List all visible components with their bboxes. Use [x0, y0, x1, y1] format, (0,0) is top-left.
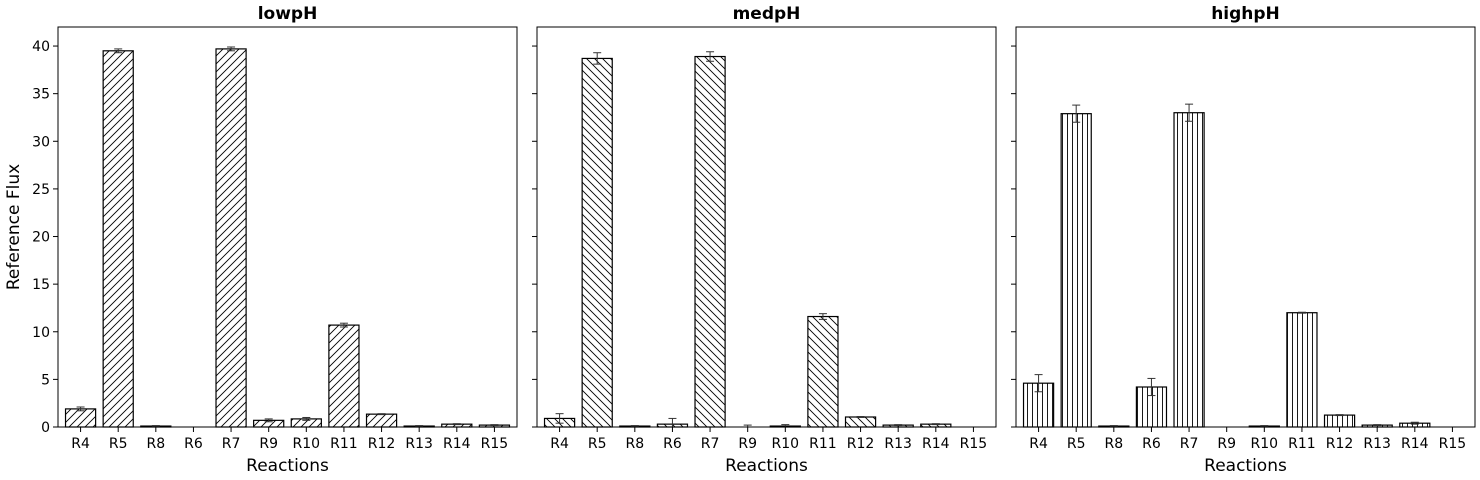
- plot-frame: [1015, 26, 1476, 428]
- y-tick-label: 0: [41, 420, 50, 436]
- x-tick-label: R12: [368, 436, 396, 452]
- bar-R5: [102, 50, 134, 428]
- x-tick-label: R9: [259, 436, 278, 452]
- x-tick-label: R4: [550, 436, 569, 452]
- x-tick-label: R4: [71, 436, 90, 452]
- y-tick-label: 25: [32, 182, 50, 198]
- x-tick-label: R8: [625, 436, 644, 452]
- x-tick-label: R9: [738, 436, 757, 452]
- y-tick-label: 10: [32, 325, 50, 341]
- x-tick-label: R13: [405, 436, 433, 452]
- x-tick-label: R7: [701, 436, 720, 452]
- panel-highpH: highpH R4 R5 R8 R6 R7 R9 R10 R11 R12 R13 R14 R15 Reac…: [1011, 4, 1476, 476]
- x-tick-label: R5: [109, 436, 128, 452]
- x-tick-label: R15: [481, 436, 509, 452]
- x-tick-label: R11: [809, 436, 837, 452]
- x-tick-label: R15: [960, 436, 988, 452]
- x-tick-label: R6: [1142, 436, 1161, 452]
- x-tick-label: R10: [1251, 436, 1279, 452]
- bar-R11: [807, 315, 839, 428]
- x-tick-label: R4: [1029, 436, 1048, 452]
- x-tick-label: R15: [1439, 436, 1467, 452]
- bar-R5: [1060, 113, 1092, 428]
- plot-frame: [57, 26, 518, 428]
- x-tick-label: R14: [1401, 436, 1429, 452]
- panel-title: highpH: [1211, 4, 1280, 24]
- bar-R12: [1323, 414, 1356, 428]
- x-tick-label: R11: [330, 436, 358, 452]
- x-tick-label: R5: [588, 436, 607, 452]
- bar-R11: [1286, 312, 1318, 428]
- x-tick-label: R7: [1180, 436, 1199, 452]
- x-tick-label: R10: [772, 436, 800, 452]
- x-tick-label: R12: [1326, 436, 1354, 452]
- bar-R5: [581, 57, 613, 428]
- x-tick-label: R6: [184, 436, 203, 452]
- panel-title: medpH: [733, 4, 801, 24]
- bar-R12: [365, 413, 398, 428]
- x-axis-label: Reactions: [725, 456, 808, 476]
- x-tick-label: R9: [1217, 436, 1236, 452]
- x-tick-label: R13: [884, 436, 912, 452]
- x-tick-label: R11: [1288, 436, 1316, 452]
- bar-R7: [215, 48, 247, 428]
- y-tick-label: 35: [32, 87, 50, 103]
- y-tick-label: 30: [32, 134, 50, 150]
- x-tick-label: R12: [847, 436, 875, 452]
- y-tick-label: 40: [32, 39, 50, 55]
- x-tick-label: R14: [922, 436, 950, 452]
- plot-frame: [536, 26, 997, 428]
- x-tick-label: R5: [1067, 436, 1086, 452]
- bar-R11: [328, 324, 360, 428]
- x-tick-label: R8: [146, 436, 165, 452]
- bar-R4: [64, 408, 97, 428]
- y-tick-label: 5: [41, 372, 50, 388]
- x-tick-label: R7: [222, 436, 241, 452]
- x-axis-label: Reactions: [246, 456, 329, 476]
- panel-title: lowpH: [258, 4, 318, 24]
- x-axis-label: Reactions: [1204, 456, 1287, 476]
- bar-R7: [1173, 112, 1205, 428]
- y-tick-label: 20: [32, 230, 50, 246]
- bar-R7: [694, 55, 726, 428]
- x-tick-label: R13: [1363, 436, 1391, 452]
- y-tick-label: 15: [32, 277, 50, 293]
- x-tick-label: R14: [443, 436, 471, 452]
- panel-medpH: medpH R4 R5 R8 R6 R7 R9 R10 R11 R12 R13 R14 R15 React…: [532, 4, 997, 476]
- y-axis-label: Reference Flux: [4, 164, 24, 290]
- x-tick-label: R10: [293, 436, 321, 452]
- x-tick-label: R6: [663, 436, 682, 452]
- x-tick-label: R8: [1104, 436, 1123, 452]
- bar-R12: [844, 416, 877, 428]
